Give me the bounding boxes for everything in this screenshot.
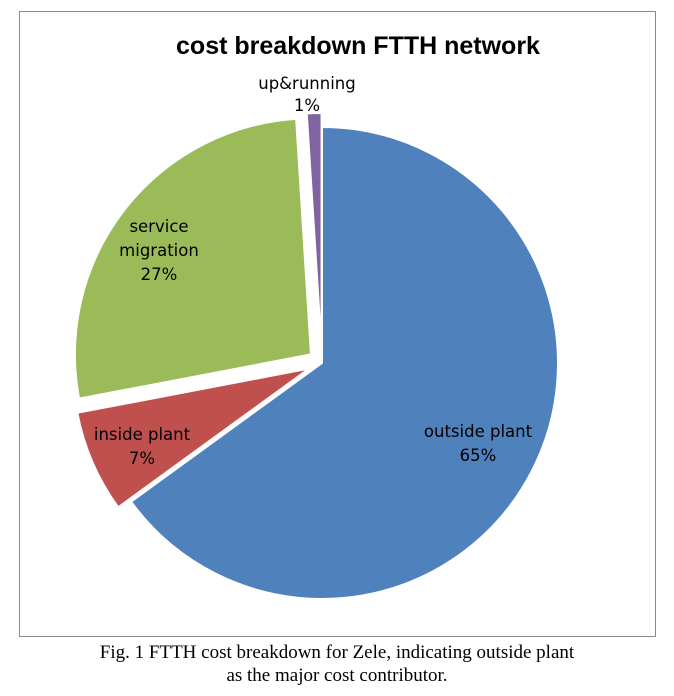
pie-labels: outside plant 65% inside plant 7% service mig…	[94, 74, 533, 468]
pie-slices	[74, 112, 559, 600]
pie-slice-up-running	[305, 112, 323, 350]
figure-caption: Fig. 1 FTTH cost breakdown for Zele, ind…	[0, 641, 674, 687]
pie-slice-inside-plant	[76, 367, 310, 509]
pie-chart: cost breakdown FTTH network outside plan…	[74, 32, 559, 600]
slice-value-label: 1%	[294, 96, 320, 115]
slice-value-label: 27%	[141, 265, 178, 284]
slice-name-label: outside plant	[424, 422, 533, 441]
slice-name-label: service	[129, 217, 188, 236]
pie-slice-outside-plant	[129, 125, 559, 600]
slice-value-label: 65%	[460, 446, 497, 465]
slice-value-label: 7%	[129, 449, 155, 468]
slice-name-label: inside plant	[94, 425, 191, 444]
slice-name-label: up&running	[258, 74, 355, 93]
slice-name-label: migration	[119, 241, 199, 260]
caption-line-1: Fig. 1 FTTH cost breakdown for Zele, ind…	[99, 642, 575, 663]
caption-line-2: as the major cost contributor.	[226, 665, 448, 686]
pie-slice-service-migration	[74, 117, 312, 400]
chart-title: cost breakdown FTTH network	[176, 32, 540, 60]
